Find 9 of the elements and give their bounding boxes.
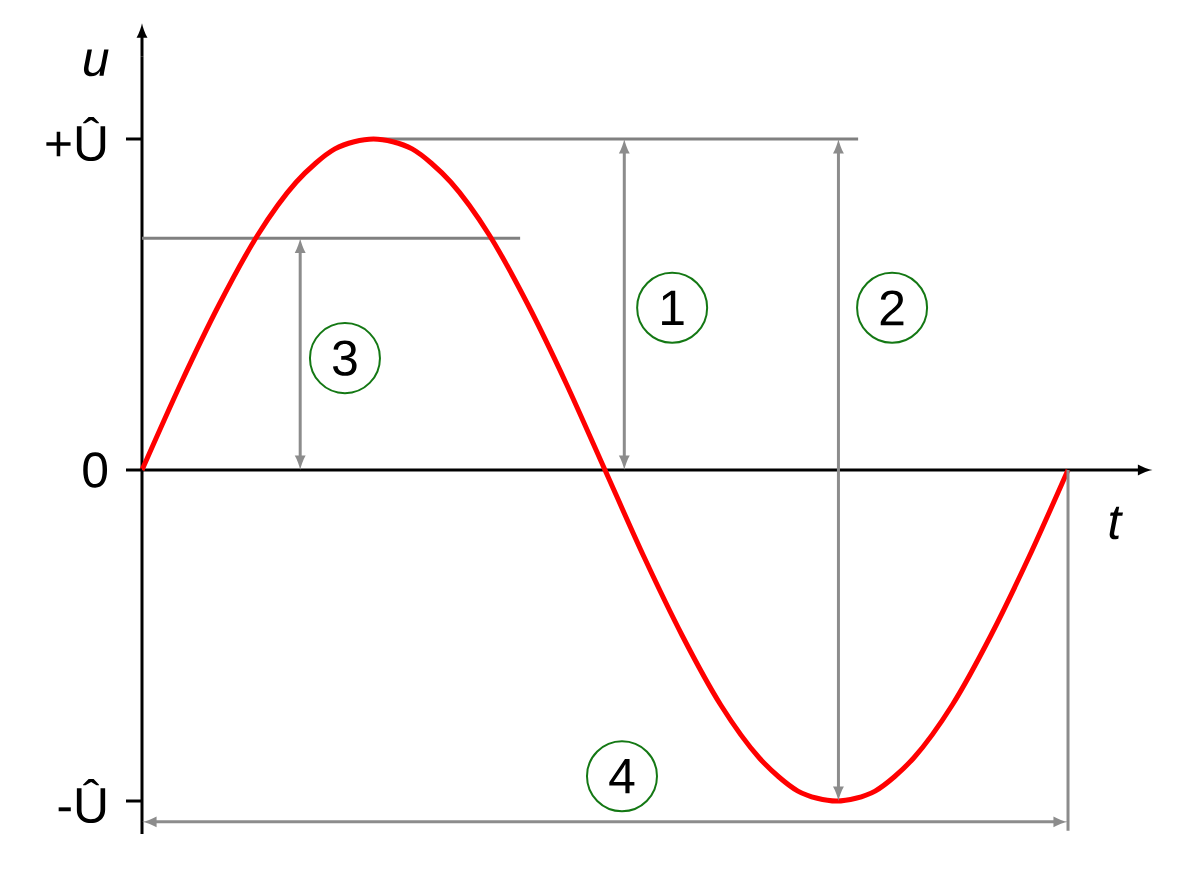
annotation: 2 [880,290,904,326]
text: +Û [46,116,106,162]
x-axis-title: t [1109,506,1123,540]
annotation: 4 [609,759,635,794]
annotation: 3 [333,340,357,376]
text: -Û [58,779,106,824]
y-axis-title: u [83,49,109,77]
annotation: 1 [662,290,684,325]
text: 0 [83,452,108,488]
